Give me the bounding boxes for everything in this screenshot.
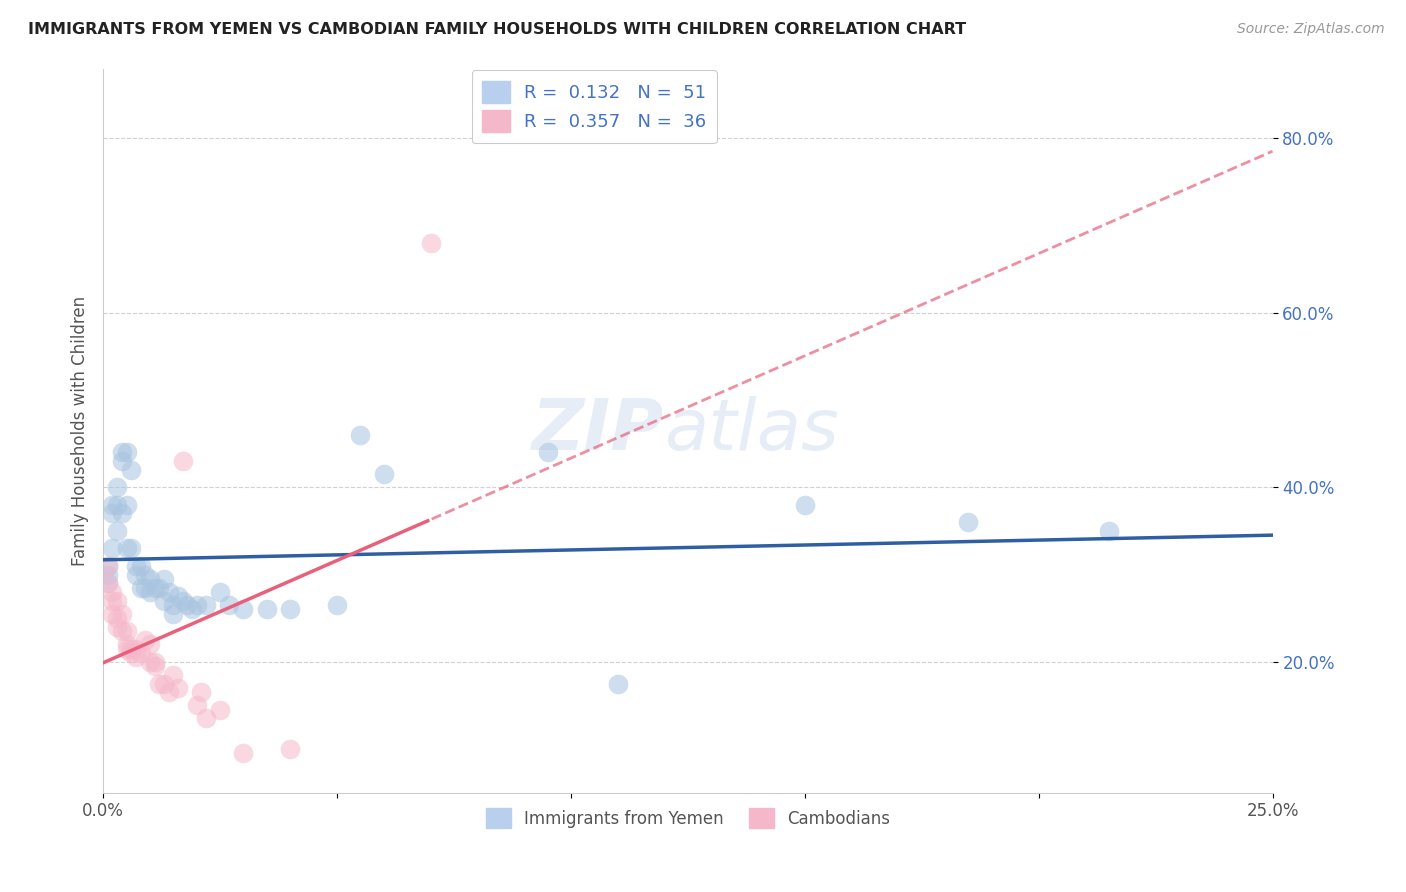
Point [115, 641, 138, 656]
Point [97, 576, 120, 591]
Point [120, 646, 142, 660]
Point [139, 585, 162, 599]
Point [209, 703, 232, 717]
Point [101, 585, 124, 599]
Point [143, 659, 166, 673]
Text: atlas: atlas [665, 396, 839, 465]
Point [419, 235, 441, 250]
Point [278, 742, 301, 756]
Point [153, 572, 176, 586]
Point [195, 598, 218, 612]
Point [139, 655, 162, 669]
Point [134, 632, 156, 647]
Point [167, 590, 190, 604]
Point [115, 624, 138, 639]
Point [134, 567, 156, 582]
Text: Source: ZipAtlas.com: Source: ZipAtlas.com [1237, 22, 1385, 37]
Point [957, 515, 980, 529]
Point [97, 558, 120, 573]
Point [195, 711, 218, 725]
Point [139, 572, 162, 586]
Point [111, 624, 134, 639]
Point [111, 507, 134, 521]
Point [172, 454, 194, 468]
Point [1098, 524, 1121, 538]
Point [232, 602, 254, 616]
Point [111, 607, 134, 621]
Point [105, 620, 128, 634]
Point [186, 598, 208, 612]
Point [105, 593, 128, 607]
Point [125, 567, 148, 582]
Text: ZIP: ZIP [533, 396, 665, 465]
Point [349, 428, 371, 442]
Point [153, 593, 176, 607]
Point [120, 641, 142, 656]
Point [162, 598, 184, 612]
Point [181, 602, 204, 616]
Point [129, 646, 152, 660]
Point [115, 498, 138, 512]
Point [101, 541, 124, 556]
Point [172, 593, 194, 607]
Point [105, 498, 128, 512]
Point [115, 445, 138, 459]
Point [190, 685, 212, 699]
Point [120, 463, 142, 477]
Point [125, 650, 148, 665]
Legend: Immigrants from Yemen, Cambodians: Immigrants from Yemen, Cambodians [479, 801, 897, 835]
Point [148, 676, 170, 690]
Point [105, 524, 128, 538]
Y-axis label: Family Households with Children: Family Households with Children [72, 295, 89, 566]
Point [129, 581, 152, 595]
Point [157, 585, 180, 599]
Point [115, 637, 138, 651]
Point [111, 454, 134, 468]
Point [101, 593, 124, 607]
Point [101, 607, 124, 621]
Point [97, 576, 120, 591]
Point [129, 558, 152, 573]
Point [232, 747, 254, 761]
Point [97, 558, 120, 573]
Point [209, 585, 232, 599]
Text: IMMIGRANTS FROM YEMEN VS CAMBODIAN FAMILY HOUSEHOLDS WITH CHILDREN CORRELATION C: IMMIGRANTS FROM YEMEN VS CAMBODIAN FAMIL… [28, 22, 966, 37]
Point [326, 598, 349, 612]
Point [148, 581, 170, 595]
Point [143, 581, 166, 595]
Point [125, 641, 148, 656]
Point [186, 698, 208, 713]
Point [143, 655, 166, 669]
Point [536, 445, 558, 459]
Point [125, 558, 148, 573]
Point [101, 507, 124, 521]
Point [153, 676, 176, 690]
Point [167, 681, 190, 695]
Point [97, 567, 120, 582]
Point [105, 480, 128, 494]
Point [218, 598, 240, 612]
Point [162, 607, 184, 621]
Point [120, 541, 142, 556]
Point [373, 467, 395, 482]
Point [105, 611, 128, 625]
Point [256, 602, 278, 616]
Point [278, 602, 301, 616]
Point [111, 445, 134, 459]
Point [793, 498, 815, 512]
Point [606, 676, 628, 690]
Point [157, 685, 180, 699]
Point [101, 498, 124, 512]
Point [139, 637, 162, 651]
Point [176, 598, 198, 612]
Point [115, 541, 138, 556]
Point [162, 668, 184, 682]
Point [134, 581, 156, 595]
